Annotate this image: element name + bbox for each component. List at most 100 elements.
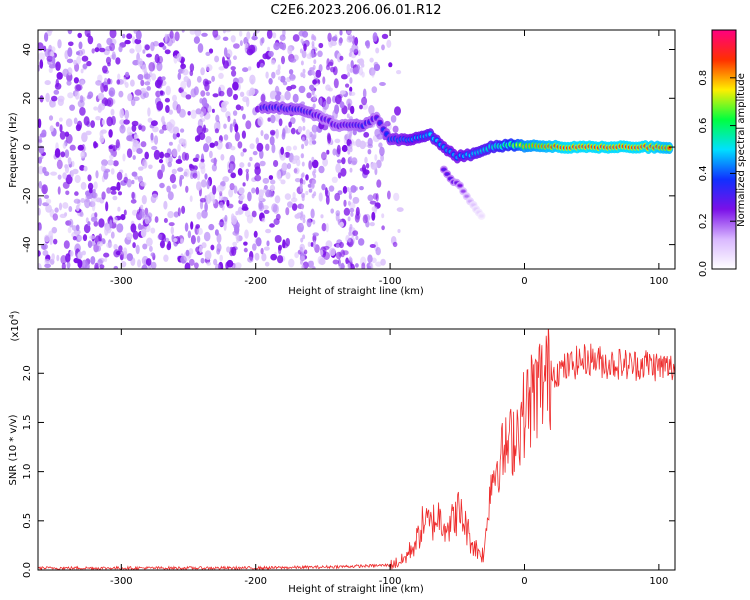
spectrogram-noise-cell (209, 142, 215, 148)
spectrogram-noise-cell (172, 132, 178, 140)
spectrogram-noise-cell (266, 30, 273, 39)
spectrogram-noise-cell (348, 30, 352, 35)
spectrogram-noise-cell (108, 90, 114, 96)
spectrogram-noise-cell (185, 94, 192, 100)
spectrogram-noise-cell (378, 142, 383, 148)
spectrogram-noise-cell (193, 36, 200, 44)
spectrogram-noise-cell (196, 235, 201, 243)
spectrogram-noise-cell (100, 129, 107, 134)
spectrogram-noise-cell (326, 132, 331, 141)
spectrogram-noise-cell (363, 131, 370, 138)
spectrogram-noise-cell (259, 160, 266, 167)
spectrogram-noise-cell (231, 246, 237, 256)
spectrogram-noise-cell (235, 211, 239, 216)
spectrogram-noise-cell (130, 223, 137, 233)
spectrogram-noise-cell (357, 49, 361, 56)
spectrogram-noise-cell (321, 223, 327, 232)
spectrogram-noise-cell (97, 259, 103, 266)
spectrogram-noise-cell (244, 209, 251, 217)
spectrogram-noise-cell (131, 171, 138, 177)
spectrogram-noise-cell (300, 259, 303, 265)
spectrogram-noise-cell (108, 129, 113, 138)
spectrogram-noise-cell (79, 164, 85, 171)
spectrogram-noise-cell (349, 156, 353, 162)
spectrogram-noise-cell (334, 34, 338, 42)
spectrogram-noise-cell (126, 148, 133, 158)
spectrogram-noise-cell (118, 245, 123, 253)
spectrogram-noise-cell (328, 185, 335, 192)
spectrogram-noise-cell (81, 132, 88, 143)
spectrogram-noise-cell (347, 262, 351, 268)
spectrogram-noise-cell (62, 142, 67, 149)
spectrogram-noise-cell (126, 126, 132, 135)
spectrogram-noise-cell (347, 99, 351, 104)
spectrogram-noise-cell (328, 61, 334, 66)
spectrogram-noise-cell (112, 195, 118, 201)
spectrogram-noise-cell (44, 263, 51, 268)
spectrogram-noise-cell (136, 148, 143, 154)
spectrogram-noise-cell (349, 167, 353, 173)
spectrogram-noise-cell (274, 195, 281, 204)
spectrogram-noise-cell (90, 120, 95, 128)
spectrogram-noise-cell (196, 211, 202, 220)
spectrogram-noise-cell (62, 68, 69, 78)
spectrogram-noise-cell (159, 129, 165, 134)
spectrogram-noise-cell (144, 73, 151, 80)
spectrogram-noise-cell (75, 204, 80, 212)
spectrogram-noise-cell (52, 213, 58, 221)
spectrogram-noise-cell (362, 214, 368, 224)
spectrogram-y-tick-label: -40 (22, 236, 33, 252)
spectrogram-noise-cell (396, 70, 402, 75)
spectrogram-noise-cell (390, 115, 397, 123)
spectrogram-noise-cell (59, 117, 63, 122)
spectrogram-noise-cell (396, 207, 404, 213)
spectrogram-noise-cell (79, 211, 84, 217)
spectrogram-noise-cell (211, 163, 217, 172)
spectrogram-noise-cell (258, 189, 264, 198)
spectrogram-noise-cell (130, 199, 137, 204)
spectrogram-noise-cell (234, 131, 240, 142)
spectrogram-noise-cell (172, 148, 178, 158)
spectrogram-noise-cell (183, 168, 190, 178)
spectrogram-noise-cell (349, 34, 353, 40)
spectrogram-noise-cell (275, 128, 279, 139)
snr-y-tick-label: 0.0 (22, 562, 33, 578)
spectrogram-noise-cell (107, 159, 114, 166)
spectrogram-noise-cell (222, 36, 229, 41)
spectrogram-noise-cell (238, 187, 245, 195)
spectrogram-noise-cell (318, 165, 325, 174)
spectrogram-noise-cell (144, 151, 149, 160)
spectrogram-noise-cell (280, 179, 286, 185)
spectrogram-noise-cell (59, 213, 67, 219)
spectrogram-noise-cell (132, 242, 136, 249)
spectrogram-noise-cell (349, 86, 353, 93)
spectrogram-noise-cell (45, 198, 52, 204)
spectrogram-noise-cell (101, 159, 108, 167)
spectrogram-noise-cell (132, 155, 136, 160)
spectrogram-noise-cell (157, 169, 164, 180)
spectrogram-noise-layer (38, 30, 404, 269)
spectrogram-noise-cell (324, 187, 328, 197)
spectrogram-noise-cell (182, 138, 187, 149)
spectrogram-noise-cell (167, 161, 172, 168)
spectrogram-noise-cell (301, 143, 305, 149)
spectrogram-noise-cell (309, 84, 315, 91)
spectrogram-noise-cell (300, 237, 304, 243)
spectrogram-noise-cell (336, 243, 340, 248)
spectrogram-noise-cell (43, 45, 47, 52)
spectrogram-noise-cell (348, 90, 352, 96)
spectrogram-noise-cell (379, 146, 385, 157)
spectrogram-noise-cell (110, 231, 115, 239)
spectrogram-noise-cell (105, 56, 112, 65)
spectrogram-noise-cell (184, 152, 190, 161)
spectrogram-noise-cell (371, 86, 378, 94)
spectrogram-noise-cell (282, 128, 286, 138)
spectrogram-noise-cell (90, 216, 98, 222)
spectrogram-noise-cell (70, 170, 74, 178)
spectrogram-noise-cell (205, 194, 212, 204)
snr-y-tick-label: 0.5 (22, 513, 33, 529)
spectrogram-noise-cell (218, 194, 224, 202)
spectrogram-noise-cell (261, 253, 267, 262)
spectrogram-noise-cell (196, 181, 202, 191)
spectrogram-noise-cell (38, 263, 42, 269)
